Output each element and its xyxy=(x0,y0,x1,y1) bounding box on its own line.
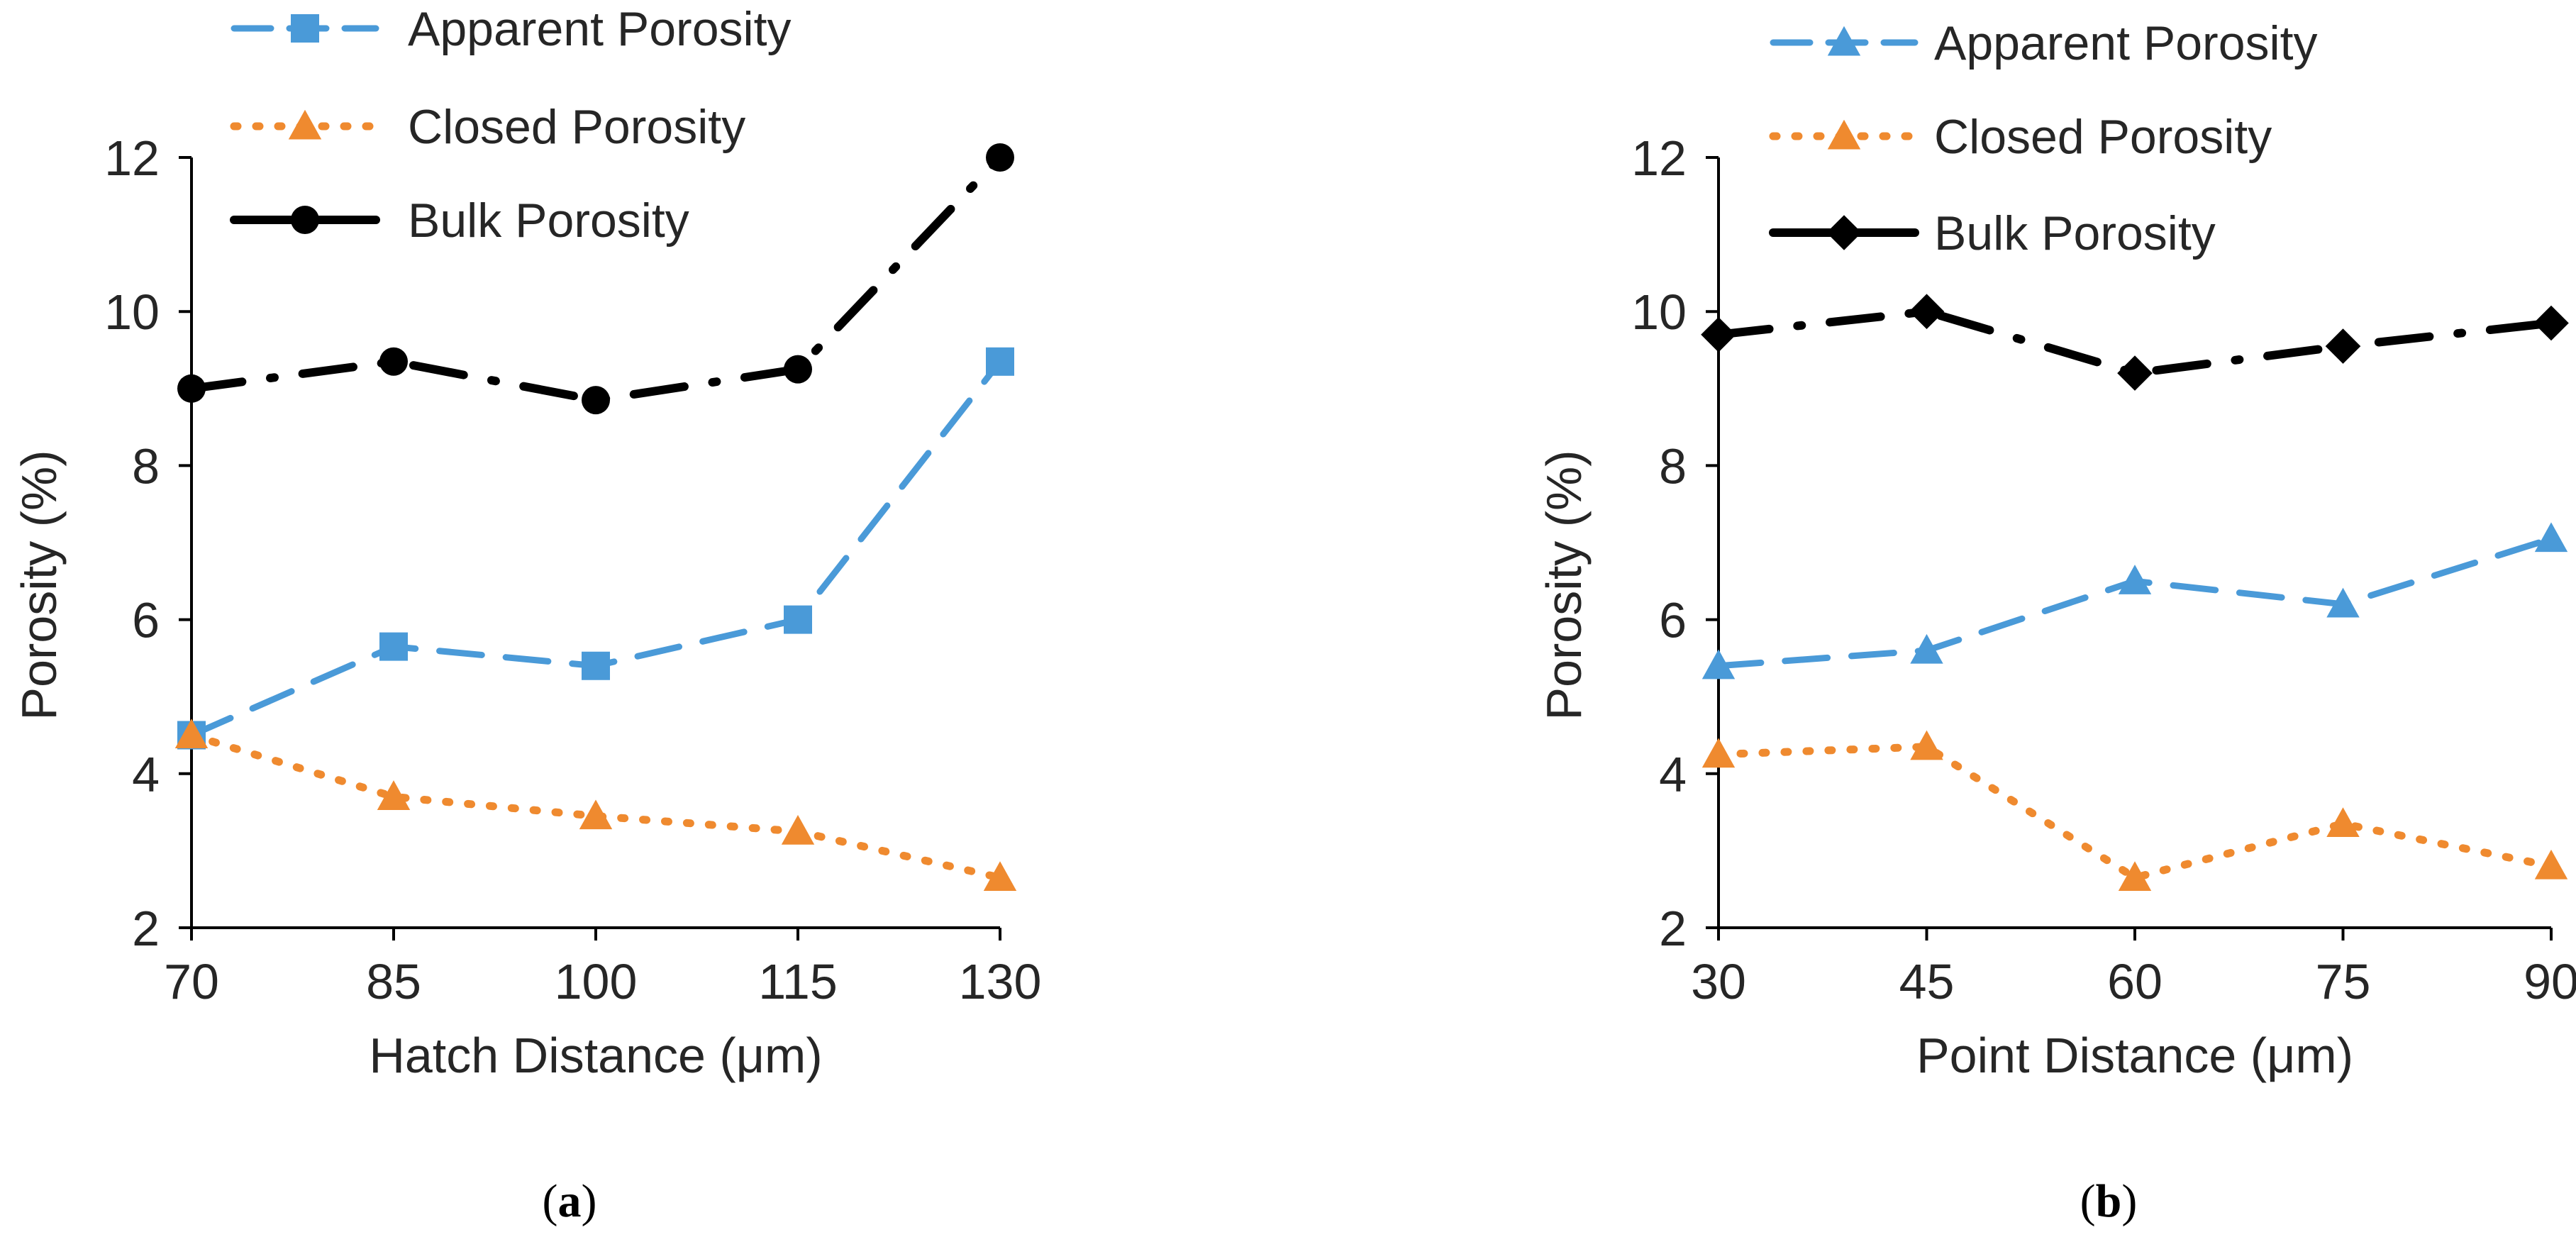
y-tick-label: 4 xyxy=(132,747,160,802)
data-point xyxy=(2534,522,2568,553)
data-point xyxy=(784,355,812,384)
panel-label: (b) xyxy=(2080,1175,2138,1227)
y-tick-label: 10 xyxy=(1631,284,1687,340)
data-point xyxy=(2326,807,2360,837)
x-tick-label: 130 xyxy=(959,954,1042,1009)
chart-panel-a: 2 4 6 8 10 12 70 85 100 115 130 Hatch Distance (μm)… xyxy=(11,2,1041,1227)
x-tick-label: 70 xyxy=(164,954,219,1009)
data-point xyxy=(1701,738,1736,768)
x-tick-label: 45 xyxy=(1899,954,1955,1009)
legend-marker xyxy=(1826,215,1862,250)
legend-entry: Closed Porosity xyxy=(230,100,745,154)
data-point xyxy=(174,719,209,749)
data-point xyxy=(781,815,815,845)
y-tick-label: 6 xyxy=(1659,593,1687,648)
series-line xyxy=(1714,307,2555,378)
y-tick-label: 12 xyxy=(1631,131,1687,186)
y-tick-label: 12 xyxy=(104,131,160,186)
data-point xyxy=(2534,849,2568,880)
series-bulk-porosity xyxy=(177,143,1014,415)
y-axis-title: Porosity (%) xyxy=(1536,450,1592,720)
y-tick-label: 2 xyxy=(132,901,160,956)
series-line xyxy=(1714,743,2555,882)
x-tick-label: 60 xyxy=(2107,954,2163,1009)
legend-marker xyxy=(291,14,319,43)
data-point xyxy=(986,143,1014,172)
y-tick-label: 8 xyxy=(132,438,160,494)
legend-marker xyxy=(288,109,322,140)
legend-marker xyxy=(291,206,319,234)
data-point xyxy=(2118,565,2152,594)
legend-label: Apparent Porosity xyxy=(1934,16,2318,70)
legend-label: Closed Porosity xyxy=(408,100,745,154)
x-tick-label: 90 xyxy=(2524,954,2576,1009)
legend-entry: Bulk Porosity xyxy=(230,194,689,248)
series-apparent-porosity xyxy=(177,347,1014,750)
legend-entry: Bulk Porosity xyxy=(1769,206,2216,260)
panel-label: (a) xyxy=(543,1175,597,1227)
series-apparent-porosity xyxy=(1701,522,2568,679)
x-tick-label: 115 xyxy=(758,954,838,1009)
data-point xyxy=(1909,294,1945,329)
legend-entry: Apparent Porosity xyxy=(1770,16,2318,70)
data-point xyxy=(377,780,411,810)
data-point xyxy=(579,799,613,830)
data-point xyxy=(2118,861,2152,891)
x-tick-label: 30 xyxy=(1691,954,1746,1009)
legend-label: Apparent Porosity xyxy=(408,2,792,56)
x-tick-label: 100 xyxy=(555,954,638,1009)
data-point xyxy=(177,374,206,403)
data-point xyxy=(784,605,812,634)
data-point xyxy=(2533,305,2569,341)
y-tick-label: 10 xyxy=(104,284,160,340)
legend-label: Bulk Porosity xyxy=(408,194,689,248)
data-point xyxy=(1910,633,1943,664)
x-axis-title: Hatch Distance (μm) xyxy=(369,1028,822,1083)
data-point xyxy=(379,632,408,661)
legend-label: Closed Porosity xyxy=(1934,110,2272,164)
x-tick-label: 85 xyxy=(366,954,421,1009)
legend-marker xyxy=(1827,26,1861,56)
x-tick-label: 75 xyxy=(2316,954,2371,1009)
series-bulk-porosity xyxy=(1701,294,2569,391)
y-tick-label: 2 xyxy=(1659,901,1687,956)
y-tick-label: 6 xyxy=(132,593,160,648)
y-tick-label: 4 xyxy=(1659,747,1687,802)
data-point xyxy=(2117,355,2153,391)
y-axis-title: Porosity (%) xyxy=(11,450,67,720)
data-point xyxy=(1701,649,1736,679)
data-point xyxy=(582,386,610,415)
data-point xyxy=(986,347,1014,376)
data-point xyxy=(379,347,408,376)
series-closed-porosity xyxy=(1701,730,2568,891)
data-point xyxy=(983,861,1017,891)
legend-entry: Closed Porosity xyxy=(1769,110,2272,164)
x-axis-title: Point Distance (μm) xyxy=(1916,1028,2353,1083)
legend-marker xyxy=(1827,119,1861,150)
data-point xyxy=(1701,316,1736,353)
y-tick-label: 8 xyxy=(1659,438,1687,494)
data-point xyxy=(2326,587,2360,618)
legend-entry: Apparent Porosity xyxy=(231,2,792,56)
series-line xyxy=(187,153,1004,405)
series-closed-porosity xyxy=(174,719,1017,891)
chart-panel-b: 2 4 6 8 10 12 30 45 60 75 90 Point Distance (μm) Por… xyxy=(1536,16,2576,1227)
data-point xyxy=(582,651,610,680)
legend-label: Bulk Porosity xyxy=(1934,206,2216,260)
data-point xyxy=(2325,328,2361,364)
data-point xyxy=(1910,730,1943,760)
